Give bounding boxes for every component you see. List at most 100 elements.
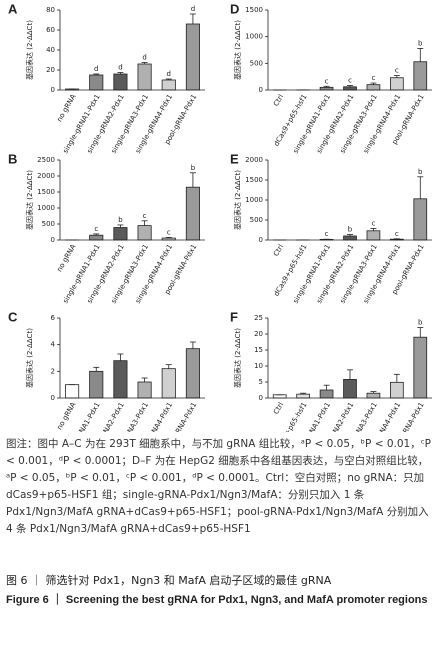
y-tick-label: 0: [51, 394, 55, 402]
bar: [343, 235, 357, 241]
bar: [366, 84, 381, 91]
bar: [296, 393, 310, 399]
error-bar: [141, 220, 148, 226]
significance-label: c: [325, 230, 329, 238]
error-bar: [189, 341, 196, 349]
y-tick-label: 2000: [37, 172, 55, 180]
error-bar: [347, 234, 353, 236]
y-tick-label: 2000: [245, 156, 263, 164]
panel-label: C: [8, 309, 18, 324]
bar: [89, 74, 104, 91]
panel-label: F: [230, 309, 238, 324]
error-bar: [141, 377, 148, 382]
panel-label: B: [8, 151, 17, 166]
error-bar: [370, 391, 377, 394]
y-tick-label: 1500: [37, 188, 55, 196]
y-tick-label: 500: [250, 59, 263, 67]
bar: [343, 379, 357, 399]
bar: [413, 336, 428, 399]
y-tick-label: 1000: [245, 33, 263, 41]
y-tick-label: 2500: [37, 156, 55, 164]
significance-label: c: [325, 77, 329, 85]
y-tick-label: 0: [51, 236, 55, 244]
error-bar: [117, 72, 124, 74]
significance-label: d: [94, 65, 98, 73]
error-bar: [141, 62, 148, 64]
y-axis-label: 基因表达 (2-ΔΔCt): [25, 170, 34, 230]
error-bar: [165, 237, 172, 239]
y-tick-label: 0: [51, 86, 55, 94]
y-tick-label: 25: [254, 314, 263, 322]
y-tick-label: 15: [254, 346, 263, 354]
error-bar: [393, 75, 400, 78]
y-tick-label: 20: [254, 330, 263, 338]
error-bar: [93, 73, 100, 75]
y-tick-label: 1500: [245, 6, 263, 14]
significance-label: b: [348, 225, 353, 233]
significance-label: d: [142, 54, 146, 62]
error-bar: [165, 78, 172, 80]
error-bar: [370, 228, 377, 231]
bar: [390, 77, 404, 91]
y-tick-label: 1000: [245, 196, 263, 204]
significance-label: b: [418, 168, 423, 176]
error-bar: [117, 353, 124, 361]
bar: [161, 368, 176, 399]
bar: [137, 63, 152, 91]
bar: [113, 360, 128, 399]
bar: [161, 79, 176, 91]
y-axis-label: 基因表达 (2-ΔΔCt): [25, 328, 34, 388]
y-axis-label: 基因表达 (2-ΔΔCt): [233, 170, 242, 230]
significance-label: d: [118, 64, 122, 72]
x-tick-label: no gRNA: [55, 243, 77, 273]
y-tick-label: 2: [51, 367, 55, 375]
bar: [413, 61, 428, 91]
y-tick-label: 6: [51, 314, 56, 322]
significance-label: d: [191, 5, 195, 13]
caption-note: 图注：图中 A–C 为在 293T 细胞系中，与不加 gRNA 组比较，ᵃP <…: [6, 438, 431, 535]
error-bar: [347, 369, 353, 380]
bar: [413, 198, 428, 241]
error-bar: [300, 392, 307, 395]
significance-label: b: [118, 216, 123, 224]
significance-label: c: [395, 67, 399, 75]
bar: [185, 348, 200, 399]
y-tick-label: 5: [259, 378, 263, 386]
panel-label: E: [230, 151, 239, 166]
y-tick-label: 20: [46, 66, 55, 74]
significance-label: c: [143, 212, 147, 220]
x-tick-label: no gRNA: [55, 93, 77, 123]
x-tick-label: Ctrl: [272, 93, 285, 108]
error-bar: [323, 85, 330, 88]
error-bar: [93, 366, 100, 372]
bar: [343, 86, 357, 91]
y-tick-label: 500: [250, 216, 263, 224]
panel-label: D: [230, 1, 239, 16]
error-bar: [347, 85, 353, 87]
caption-title-cn: 图 6 ｜ 筛选针对 Pdx1，Ngn3 和 MafA 启动子区域的最佳 gRN…: [6, 574, 332, 587]
significance-label: c: [167, 228, 171, 236]
bar: [185, 186, 200, 241]
significance-label: d: [167, 70, 171, 78]
y-tick-label: 0: [259, 394, 263, 402]
error-bar: [189, 172, 196, 188]
y-tick-label: 500: [42, 220, 55, 228]
y-axis-label: 基因表达 (2-ΔΔCt): [233, 328, 242, 388]
bar: [185, 23, 200, 91]
error-bar: [117, 224, 124, 228]
y-tick-label: 0: [259, 236, 263, 244]
error-bar: [417, 176, 424, 199]
caption-title-en: Figure 6 ｜ Screening the best gRNA for P…: [6, 594, 428, 606]
bar: [366, 392, 381, 399]
error-bar: [393, 373, 400, 383]
significance-label: c: [395, 230, 399, 238]
y-tick-label: 0: [259, 86, 263, 94]
error-bar: [93, 233, 100, 236]
y-tick-label: 1000: [37, 204, 55, 212]
